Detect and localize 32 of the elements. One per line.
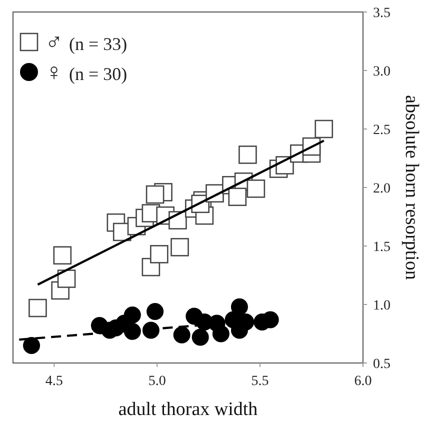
x-tick-label: 5.5 xyxy=(251,374,269,389)
point xyxy=(314,120,334,138)
point xyxy=(146,185,164,204)
y-tick-label: 1.0 xyxy=(373,298,390,314)
point xyxy=(170,238,189,256)
y-axis-title: absolute horn resorption xyxy=(401,95,422,280)
point xyxy=(142,322,160,339)
legend-label: ♂ (n = 33) xyxy=(45,30,128,56)
point xyxy=(246,180,266,198)
x-tick-label: 6.0 xyxy=(354,374,372,389)
point xyxy=(28,298,47,318)
point xyxy=(53,246,72,265)
point xyxy=(228,188,247,206)
legend-label: ♀ (n = 30) xyxy=(45,60,128,86)
point xyxy=(23,336,40,354)
y-tick-label: 3.5 xyxy=(373,6,390,21)
x-tick-label: 5.0 xyxy=(148,374,166,389)
point xyxy=(212,325,230,342)
point xyxy=(150,245,168,264)
point xyxy=(146,303,164,320)
y-tick-label: 0.5 xyxy=(373,357,390,372)
y-tick-label: 3.0 xyxy=(373,64,390,80)
point xyxy=(192,328,209,346)
x-axis-title: adult thorax width xyxy=(118,399,258,420)
point xyxy=(173,326,190,344)
y-tick-label: 1.5 xyxy=(373,240,390,255)
point xyxy=(238,146,257,164)
y-tick-label: 2.0 xyxy=(373,182,390,196)
point xyxy=(57,270,76,288)
y-tick-label: 2.5 xyxy=(373,123,390,138)
point xyxy=(230,298,248,316)
x-tick-label: 4.5 xyxy=(45,374,63,389)
